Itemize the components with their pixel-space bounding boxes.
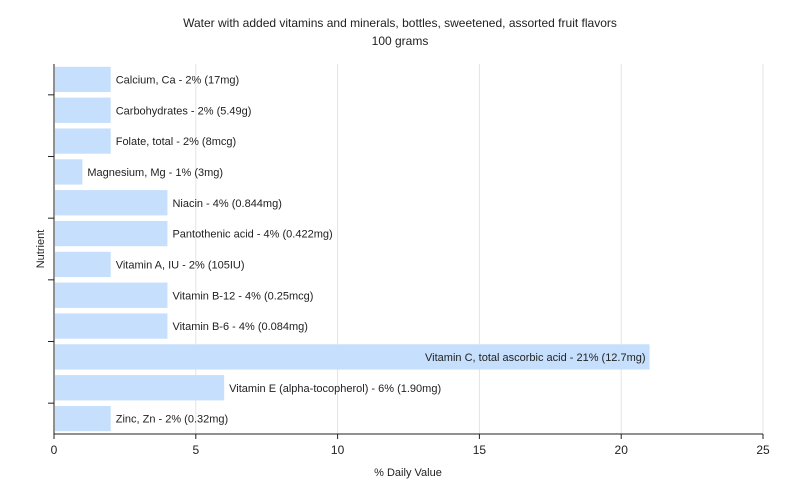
bar <box>55 220 168 247</box>
bar <box>55 375 225 401</box>
bar-labels: Calcium, Ca - 2% (17mg) Carbohydrates - 2… <box>87 74 645 425</box>
bar <box>55 344 650 370</box>
y-axis-label: Nutrient <box>35 230 47 269</box>
bar-label: Pantothenic acid - 4% (0.422mg) <box>172 229 332 241</box>
x-tick-label: 10 <box>331 443 345 457</box>
bar <box>55 159 83 185</box>
bar-label: Vitamin B-6 - 4% (0.084mg) <box>172 321 308 333</box>
x-tick-label: 15 <box>473 443 487 457</box>
axes <box>53 64 763 435</box>
bar-label: Vitamin E (alpha-tocopherol) - 6% (1.90m… <box>229 383 441 395</box>
bar-label: Folate, total - 2% (8mcg) <box>116 136 236 148</box>
bar <box>55 97 111 123</box>
x-ticks: 0 5 10 15 20 25 <box>51 434 770 457</box>
bars <box>55 66 650 432</box>
bar-label: Calcium, Ca - 2% (17mg) <box>116 74 239 86</box>
y-ticks <box>48 94 54 404</box>
bar-label: Niacin - 4% (0.844mg) <box>172 198 281 210</box>
bar-label: Vitamin B-12 - 4% (0.25mcg) <box>172 290 313 302</box>
x-tick-label: 5 <box>192 443 199 457</box>
bar <box>55 128 111 154</box>
chart-title: Water with added vitamins and minerals, … <box>183 16 617 30</box>
bar <box>55 66 111 93</box>
bar-label: Carbohydrates - 2% (5.49g) <box>116 105 252 117</box>
grid-lines <box>195 64 764 434</box>
bar-label: Magnesium, Mg - 1% (3mg) <box>87 167 223 179</box>
bar-label: Vitamin A, IU - 2% (105IU) <box>116 259 245 271</box>
bar <box>55 313 168 339</box>
bar <box>55 282 168 308</box>
bar-label: Vitamin C, total ascorbic acid - 21% (12… <box>425 352 646 364</box>
bar <box>55 251 111 278</box>
bar <box>55 190 168 216</box>
x-tick-label: 25 <box>756 443 770 457</box>
x-axis-label: % Daily Value <box>374 467 442 479</box>
bar <box>55 405 111 432</box>
x-tick-label: 20 <box>615 443 629 457</box>
bar-label: Zinc, Zn - 2% (0.32mg) <box>116 414 228 426</box>
chart-subtitle: 100 grams <box>372 34 429 48</box>
x-tick-label: 0 <box>51 443 58 457</box>
